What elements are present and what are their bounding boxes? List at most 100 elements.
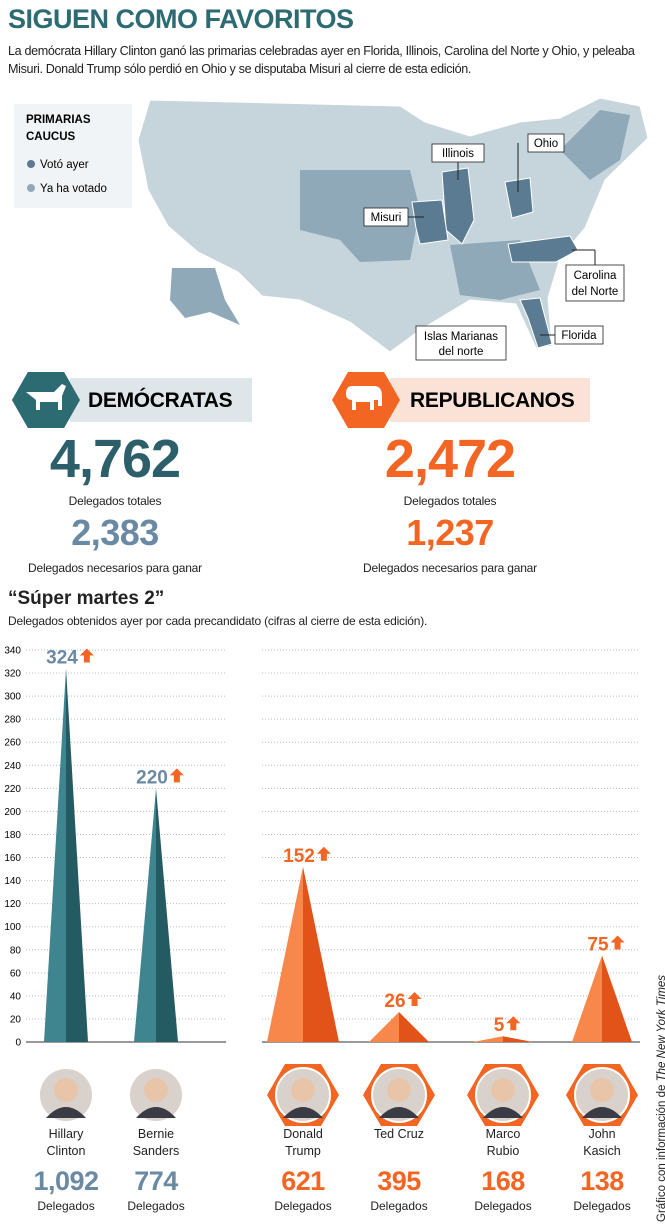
delegates-count: 621	[281, 1166, 325, 1196]
candidate-name: Bernie Sanders	[132, 1127, 180, 1158]
candidate: Donald Trump 621 Delegados	[260, 1126, 346, 1213]
y-tick-label: 180	[4, 830, 21, 841]
delegates-count: 1,092	[33, 1166, 99, 1196]
up-arrow	[506, 1016, 521, 1031]
y-tick-label: 300	[4, 692, 21, 703]
photo-face	[491, 1078, 515, 1102]
source-prefix: Gráfico con información de	[656, 1084, 665, 1222]
donkey	[26, 384, 66, 410]
y-tick-label: 20	[10, 1014, 22, 1025]
party-bar	[70, 378, 252, 422]
map-label: Misuri	[371, 212, 402, 224]
label-box	[431, 143, 485, 163]
legend-title: CAUCUS	[26, 131, 76, 143]
y-tick-label: 160	[4, 853, 21, 864]
photo-face	[144, 1078, 168, 1102]
y-tick-label: 0	[15, 1038, 21, 1049]
voted-today	[504, 177, 534, 219]
delegates-count: 774	[134, 1166, 178, 1196]
candidate: John Kasich 138 Delegados	[559, 1126, 645, 1213]
delegates-count: 168	[481, 1166, 525, 1196]
delegates-needed-label: Delegados necesarios para ganar	[363, 561, 537, 575]
candidate: Ted Cruz 395 Delegados	[356, 1126, 442, 1213]
delegates-total-label: Delegados totales	[68, 494, 162, 508]
map-label: Illinois	[442, 148, 474, 160]
y-tick-label: 140	[4, 876, 21, 887]
candidate-name: Hillary Clinton	[46, 1127, 86, 1158]
value-label: 5	[494, 1015, 505, 1036]
y-tick-label: 340	[4, 646, 21, 657]
y-tick-label: 100	[4, 922, 21, 933]
title: SIGUEN COMO FAVORITOS	[8, 4, 354, 34]
delegates-needed-label: Delegados necesarios para ganar	[28, 561, 202, 575]
up-arrow	[316, 846, 331, 861]
delegates-count: 138	[580, 1166, 624, 1196]
photo-body	[582, 1107, 622, 1118]
spike	[267, 866, 339, 1042]
delegates-count: 395	[377, 1166, 421, 1196]
chart-subtitle: Delegados obtenidos ayer por cada precan…	[8, 614, 428, 628]
delegates-needed: 2,383	[71, 512, 159, 553]
voted-states	[560, 110, 630, 180]
photo-face	[387, 1078, 411, 1102]
voted-states	[300, 170, 420, 262]
value-label: 152	[283, 846, 315, 867]
voted-today	[411, 199, 449, 245]
legend-swatch	[27, 160, 35, 168]
legend-title: PRIMARIAS	[26, 114, 91, 126]
y-tick-label: 260	[4, 738, 21, 749]
party-bar	[390, 378, 590, 422]
source: Gráfico con información de The New York …	[656, 975, 665, 1222]
y-tick-label: 280	[4, 715, 21, 726]
candidate-name: Ted Cruz	[373, 1127, 425, 1141]
candidate: Bernie Sanders 774 Delegados	[113, 1126, 199, 1213]
y-tick-label: 80	[10, 945, 22, 956]
spike	[134, 788, 178, 1042]
label-box	[565, 264, 625, 302]
leaders	[408, 143, 596, 336]
photo-face	[590, 1078, 614, 1102]
value-label: 220	[136, 767, 168, 788]
delegates-label: Delegados	[370, 1199, 428, 1213]
legend-swatch	[27, 184, 35, 192]
subtitle: La demócrata Hillary Clinton ganó las pr…	[8, 44, 635, 76]
photo-body	[46, 1107, 86, 1118]
party-name: REPUBLICANOS	[410, 389, 575, 412]
photo-face	[54, 1078, 78, 1102]
delegates-label: Delegados	[127, 1199, 185, 1213]
label-box	[415, 325, 507, 361]
photo-body	[283, 1107, 323, 1118]
delegates-label: Delegados	[474, 1199, 532, 1213]
up-arrow	[610, 935, 625, 950]
map-label: del Norte	[572, 286, 619, 298]
elephant	[346, 386, 382, 410]
delegates-label: Delegados	[37, 1199, 95, 1213]
candidate: Hillary Clinton 1,092 Delegados	[23, 1126, 109, 1213]
label-box	[554, 325, 604, 345]
chart-title: “Súper martes 2”	[8, 588, 165, 609]
map: PRIMARIAS CAUCUS Votó ayer Ya ha votado …	[14, 97, 649, 361]
value-label: 75	[587, 935, 609, 956]
y-tick-label: 60	[10, 968, 22, 979]
map-label: Ohio	[534, 138, 558, 150]
delegates-needed: 1,237	[406, 512, 494, 553]
candidate-name: John Kasich	[583, 1127, 621, 1158]
delegates-total-label: Delegados totales	[403, 494, 497, 508]
chart: 0 20 40 60 80 100 120 140 160 180 200 220 240 260 280 3…	[4, 646, 640, 1126]
voted-today	[507, 235, 579, 263]
alaska	[170, 268, 240, 325]
photo-body	[483, 1107, 523, 1118]
spike	[44, 668, 88, 1042]
map-label: Carolina	[574, 270, 617, 282]
up-arrow	[79, 648, 94, 663]
legend-label: Ya ha votado	[40, 183, 107, 195]
party-name: DEMÓCRATAS	[88, 388, 233, 412]
candidate-name: Marco Rubio	[485, 1127, 521, 1158]
y-tick-label: 120	[4, 899, 21, 910]
up-arrow	[407, 992, 422, 1007]
photo-body	[379, 1107, 419, 1118]
y-tick-label: 220	[4, 784, 21, 795]
source-name: The New York Times	[656, 974, 665, 1082]
map-label: Islas Marianas	[424, 331, 498, 343]
